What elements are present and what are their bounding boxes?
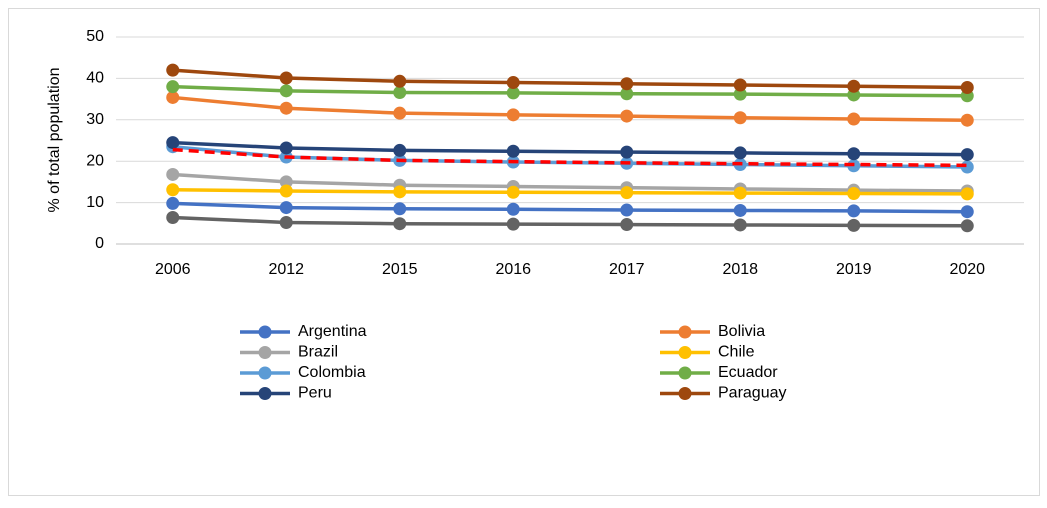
- series-marker: [733, 146, 747, 160]
- series-line: [172, 95, 968, 122]
- series-marker: [166, 80, 180, 94]
- legend-label: Brazil: [298, 344, 338, 361]
- series-marker: [166, 136, 180, 150]
- x-tick-label: 2020: [949, 261, 985, 278]
- x-tick-label: 2017: [609, 261, 645, 278]
- series-marker: [960, 187, 974, 201]
- legend-label: Colombia: [298, 364, 366, 381]
- series-marker: [279, 84, 293, 98]
- series-marker: [620, 87, 634, 101]
- series-marker: [279, 141, 293, 155]
- y-tick-label: 40: [86, 70, 104, 87]
- series-marker: [279, 201, 293, 215]
- series-marker: [393, 217, 407, 231]
- series-marker: [960, 81, 974, 95]
- legend-marker: [678, 387, 692, 400]
- series-marker: [960, 113, 974, 127]
- series-marker: [166, 211, 180, 225]
- series-marker: [393, 85, 407, 99]
- series-marker: [393, 106, 407, 120]
- series-marker: [279, 215, 293, 229]
- x-tick-label: 2012: [268, 261, 304, 278]
- series-marker: [279, 184, 293, 198]
- y-tick-label: 20: [86, 152, 104, 169]
- series-line: [172, 201, 968, 214]
- series-line: [172, 188, 968, 196]
- series-marker: [166, 196, 180, 210]
- y-tick-label: 30: [86, 111, 104, 128]
- series-line: [172, 172, 968, 193]
- series-marker: [393, 74, 407, 88]
- series-marker: [733, 87, 747, 101]
- series-marker: [960, 219, 974, 233]
- y-tick-label: 0: [95, 235, 104, 252]
- series-marker: [733, 203, 747, 217]
- legend-label: Bolivia: [718, 323, 765, 340]
- series-marker: [733, 78, 747, 92]
- series-marker: [847, 218, 861, 232]
- series-marker: [393, 143, 407, 157]
- series-marker: [847, 79, 861, 93]
- series-marker: [960, 148, 974, 162]
- series-marker: [506, 144, 520, 158]
- legend-marker: [258, 366, 272, 380]
- y-tick-label: 10: [86, 194, 104, 211]
- legend-marker: [678, 325, 692, 339]
- series-marker: [166, 63, 180, 77]
- series-marker: [733, 186, 747, 200]
- series-marker: [733, 111, 747, 125]
- series-line: [172, 140, 968, 157]
- series-line: [172, 147, 968, 168]
- legend-marker: [258, 346, 272, 359]
- series-marker: [620, 186, 634, 200]
- series-marker: [620, 145, 634, 159]
- series-marker: [620, 218, 634, 232]
- legend-label: Ecuador: [718, 364, 778, 381]
- series-marker: [166, 183, 180, 197]
- legend-marker: [258, 325, 272, 339]
- series-marker: [506, 185, 520, 199]
- series-marker: [506, 76, 520, 90]
- x-tick-label: 2015: [382, 261, 418, 278]
- series-marker: [847, 204, 861, 218]
- series-marker: [847, 112, 861, 126]
- series-marker: [279, 101, 293, 115]
- x-tick-label: 2018: [722, 261, 758, 278]
- series-line: [172, 84, 968, 98]
- series-marker: [279, 71, 293, 85]
- series-marker: [506, 108, 520, 122]
- legend-label: Peru: [298, 385, 332, 402]
- series-marker: [620, 203, 634, 217]
- series-marker: [847, 186, 861, 200]
- series-marker: [166, 167, 180, 181]
- series-marker: [620, 77, 634, 91]
- series-marker: [393, 185, 407, 199]
- series-marker: [506, 217, 520, 231]
- x-tick-label: 2019: [836, 261, 872, 278]
- series-marker: [166, 90, 180, 104]
- legend-label: Argentina: [298, 323, 367, 340]
- y-axis-label: % of total population: [46, 68, 63, 213]
- legend-marker: [258, 387, 272, 400]
- legend-label: Paraguay: [718, 385, 787, 402]
- x-tick-label: 2006: [155, 261, 191, 278]
- chart-border: [8, 8, 1040, 496]
- series-marker: [506, 202, 520, 216]
- legend-marker: [678, 366, 692, 380]
- series-marker: [279, 175, 293, 189]
- x-tick-label: 2016: [495, 261, 531, 278]
- series-marker: [620, 109, 634, 123]
- legend-label: Chile: [718, 344, 755, 361]
- series-marker: [506, 86, 520, 100]
- series-line: [172, 215, 968, 228]
- legend-marker: [678, 346, 692, 359]
- y-tick-label: 50: [86, 28, 104, 45]
- series-marker: [960, 205, 974, 219]
- series-line: [172, 68, 968, 90]
- series-marker: [733, 218, 747, 232]
- series-marker: [847, 147, 861, 161]
- series-marker: [393, 202, 407, 216]
